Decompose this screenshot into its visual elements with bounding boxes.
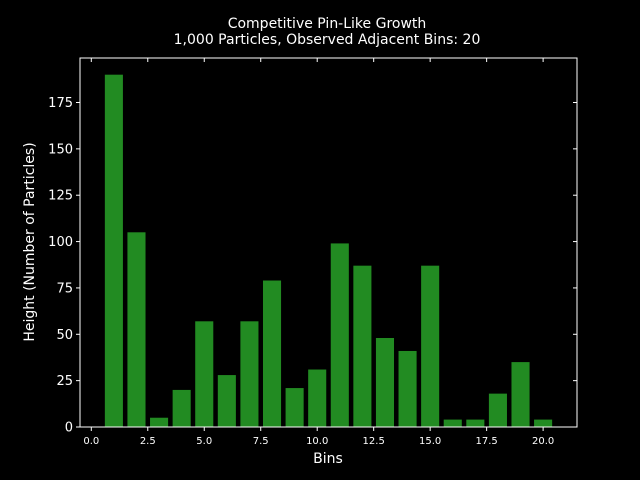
bar	[308, 369, 327, 427]
bar	[217, 375, 236, 427]
y-tick-label: 150	[48, 142, 73, 157]
y-tick-label: 0	[65, 421, 73, 436]
x-tick-label: 2.5	[140, 436, 156, 447]
x-tick-label: 5.0	[196, 436, 212, 447]
bar	[195, 321, 214, 427]
bar	[398, 350, 417, 427]
x-tick-label: 17.5	[476, 436, 498, 447]
bar	[104, 74, 123, 427]
x-tick-label: 15.0	[419, 436, 441, 447]
y-axis-label: Height (Number of Particles)	[22, 142, 38, 341]
bar	[150, 417, 169, 427]
bar	[511, 362, 530, 427]
bar	[421, 265, 440, 427]
x-tick-label: 0.0	[83, 436, 99, 447]
y-tick-label: 125	[48, 189, 73, 204]
x-tick-label: 7.5	[253, 436, 269, 447]
bar	[127, 232, 146, 427]
y-tick-label: 75	[56, 281, 73, 296]
bar	[262, 280, 282, 427]
bar	[172, 389, 191, 427]
bar	[488, 393, 507, 427]
y-tick-label: 175	[48, 96, 73, 111]
bars-group	[104, 74, 553, 427]
y-tick-label: 100	[48, 235, 73, 250]
bar	[285, 388, 304, 427]
bar	[353, 265, 372, 427]
y-tick-label: 25	[56, 374, 73, 389]
bar	[240, 321, 259, 427]
bar	[375, 337, 395, 427]
bar	[330, 243, 349, 427]
x-tick-label: 10.0	[306, 436, 328, 447]
x-axis-label: Bins	[313, 451, 343, 467]
bar	[534, 419, 553, 427]
x-tick-label: 20.0	[532, 436, 554, 447]
chart-subtitle: 1,000 Particles, Observed Adjacent Bins:…	[174, 32, 481, 48]
x-axis-ticks: 0.0 2.5 5.0 7.5 10.0 12.5 15.0 17.5 20.0	[83, 58, 554, 447]
chart-title: Competitive Pin-Like Growth	[228, 16, 427, 32]
bar	[466, 419, 485, 427]
x-tick-label: 12.5	[363, 436, 385, 447]
y-tick-label: 50	[56, 328, 73, 343]
plot-frame	[79, 57, 578, 428]
bar	[443, 419, 462, 427]
